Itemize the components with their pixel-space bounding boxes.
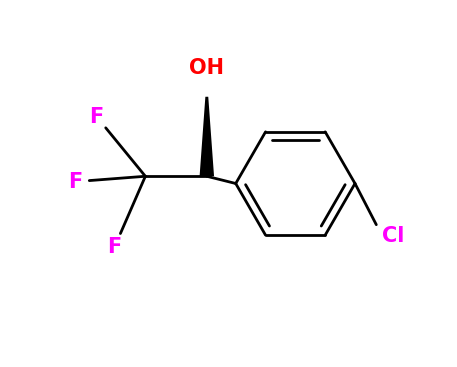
Text: F: F bbox=[68, 172, 82, 192]
Text: F: F bbox=[90, 107, 104, 127]
Text: F: F bbox=[107, 237, 122, 257]
Text: Cl: Cl bbox=[382, 226, 404, 246]
Text: OH: OH bbox=[189, 58, 224, 78]
Polygon shape bbox=[200, 97, 214, 176]
